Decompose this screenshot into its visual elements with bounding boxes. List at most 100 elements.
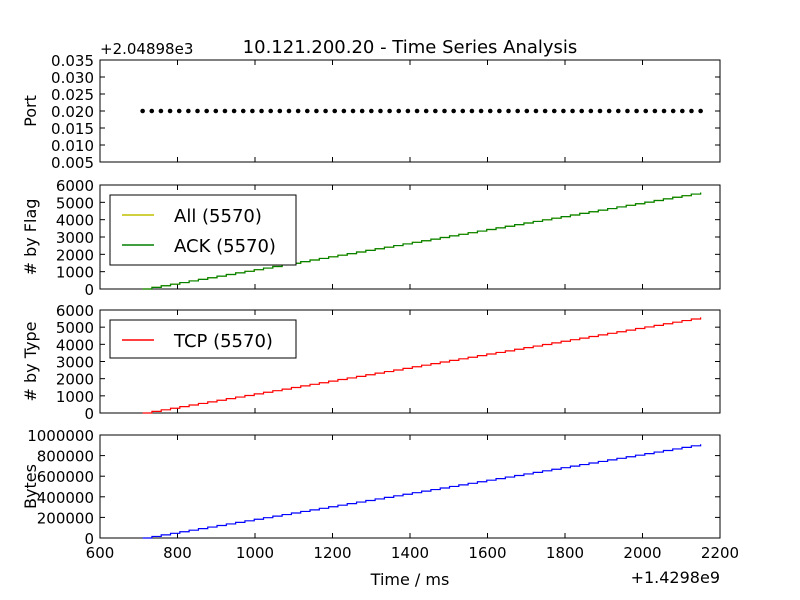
data-point <box>442 108 447 114</box>
x-axis-label: Time / ms <box>370 570 450 589</box>
x-tick-label: 2200 <box>701 544 739 562</box>
data-point <box>615 108 621 114</box>
data-point <box>478 108 484 114</box>
data-point <box>433 108 438 114</box>
x-tick-label: 600 <box>86 544 115 562</box>
data-point <box>350 108 356 114</box>
data-point <box>268 108 273 114</box>
data-point <box>570 108 575 114</box>
series-line <box>142 192 702 290</box>
x-tick-label: 2000 <box>623 544 661 562</box>
x-tick-label: 1400 <box>391 544 429 562</box>
y-tick-label: 0.025 <box>51 86 94 104</box>
data-point <box>387 108 392 114</box>
data-point <box>533 108 539 114</box>
y-tick-label: 4000 <box>56 336 94 354</box>
data-point <box>359 108 365 114</box>
data-point <box>341 108 347 114</box>
data-point <box>176 108 182 114</box>
y-tick-label: 400000 <box>37 489 94 507</box>
chart-title: 10.121.200.20 - Time Series Analysis <box>243 37 578 58</box>
x-tick-label: 1200 <box>313 544 351 562</box>
y-tick-label: 4000 <box>56 212 94 230</box>
legend-box <box>109 194 297 266</box>
legend-label: TCP (5570) <box>173 331 273 352</box>
legend-label: All (5570) <box>174 206 262 227</box>
data-point <box>670 108 676 114</box>
data-point <box>149 108 155 114</box>
series-line <box>142 444 702 539</box>
data-point <box>186 108 191 114</box>
y-tick-label: 0.005 <box>51 154 94 172</box>
y-tick-label: 600000 <box>37 468 94 486</box>
y-tick-label: 2000 <box>56 246 94 264</box>
x-tick-label: 1600 <box>468 544 506 562</box>
y-tick-label: 0.035 <box>51 52 94 70</box>
data-point <box>405 108 411 114</box>
y-tick-label: 800000 <box>37 448 94 466</box>
data-point <box>561 108 566 114</box>
x-tick-label: 1800 <box>546 544 584 562</box>
x-offset-label: +1.4298e9 <box>631 568 720 587</box>
y-tick-label: 0.020 <box>51 103 94 121</box>
legend-label: ACK (5570) <box>174 236 276 257</box>
data-point <box>643 108 649 114</box>
y-tick-label: 5000 <box>56 319 94 337</box>
data-point <box>304 108 310 114</box>
data-point <box>396 108 402 114</box>
x-tick-label: 800 <box>163 544 192 562</box>
y-offset-label: +2.04898e3 <box>100 40 193 58</box>
data-point <box>286 108 292 114</box>
y-tick-label: 0 <box>84 281 94 299</box>
axes-frame <box>99 434 721 539</box>
data-point <box>506 108 511 114</box>
y-tick-label: 6000 <box>56 177 94 195</box>
y-axis-label: Bytes <box>21 464 40 509</box>
y-tick-label: 2000 <box>56 371 94 389</box>
data-point <box>487 108 493 114</box>
x-tick-label: 1000 <box>236 544 274 562</box>
data-point <box>661 108 667 114</box>
data-point <box>213 108 219 114</box>
data-point <box>158 108 164 114</box>
y-tick-label: 0 <box>84 530 94 548</box>
y-tick-label: 1000 <box>56 264 94 282</box>
data-point <box>579 108 585 114</box>
data-point <box>378 108 383 114</box>
data-point <box>625 108 630 114</box>
data-point <box>195 108 200 114</box>
y-tick-label: 0.030 <box>51 69 94 87</box>
y-tick-label: 6000 <box>56 302 94 320</box>
data-point <box>414 108 420 114</box>
data-point <box>323 108 328 114</box>
data-point <box>588 108 594 114</box>
y-tick-label: 200000 <box>37 509 94 527</box>
y-tick-label: 1000 <box>56 388 94 406</box>
data-point <box>204 108 209 114</box>
data-point <box>460 108 466 114</box>
y-tick-label: 0.010 <box>51 137 94 155</box>
data-point <box>369 108 374 114</box>
y-axis-label: Port <box>21 95 40 127</box>
data-point <box>295 108 301 114</box>
data-point <box>423 108 429 114</box>
data-point <box>680 108 685 114</box>
data-point <box>314 108 319 114</box>
data-point <box>497 108 502 114</box>
legend-box <box>109 319 297 359</box>
y-axis-label: # by Type <box>21 322 40 402</box>
data-point <box>606 108 612 114</box>
y-axis-label: # by Flag <box>21 199 40 276</box>
data-point <box>451 108 456 114</box>
y-tick-label: 1000000 <box>27 427 94 445</box>
series-line <box>142 317 702 414</box>
data-point <box>515 108 520 114</box>
data-point <box>469 108 475 114</box>
data-point <box>597 108 603 114</box>
data-point <box>167 108 173 114</box>
data-point <box>259 108 264 114</box>
data-point <box>524 108 530 114</box>
y-tick-label: 3000 <box>56 229 94 247</box>
data-point <box>698 108 703 114</box>
